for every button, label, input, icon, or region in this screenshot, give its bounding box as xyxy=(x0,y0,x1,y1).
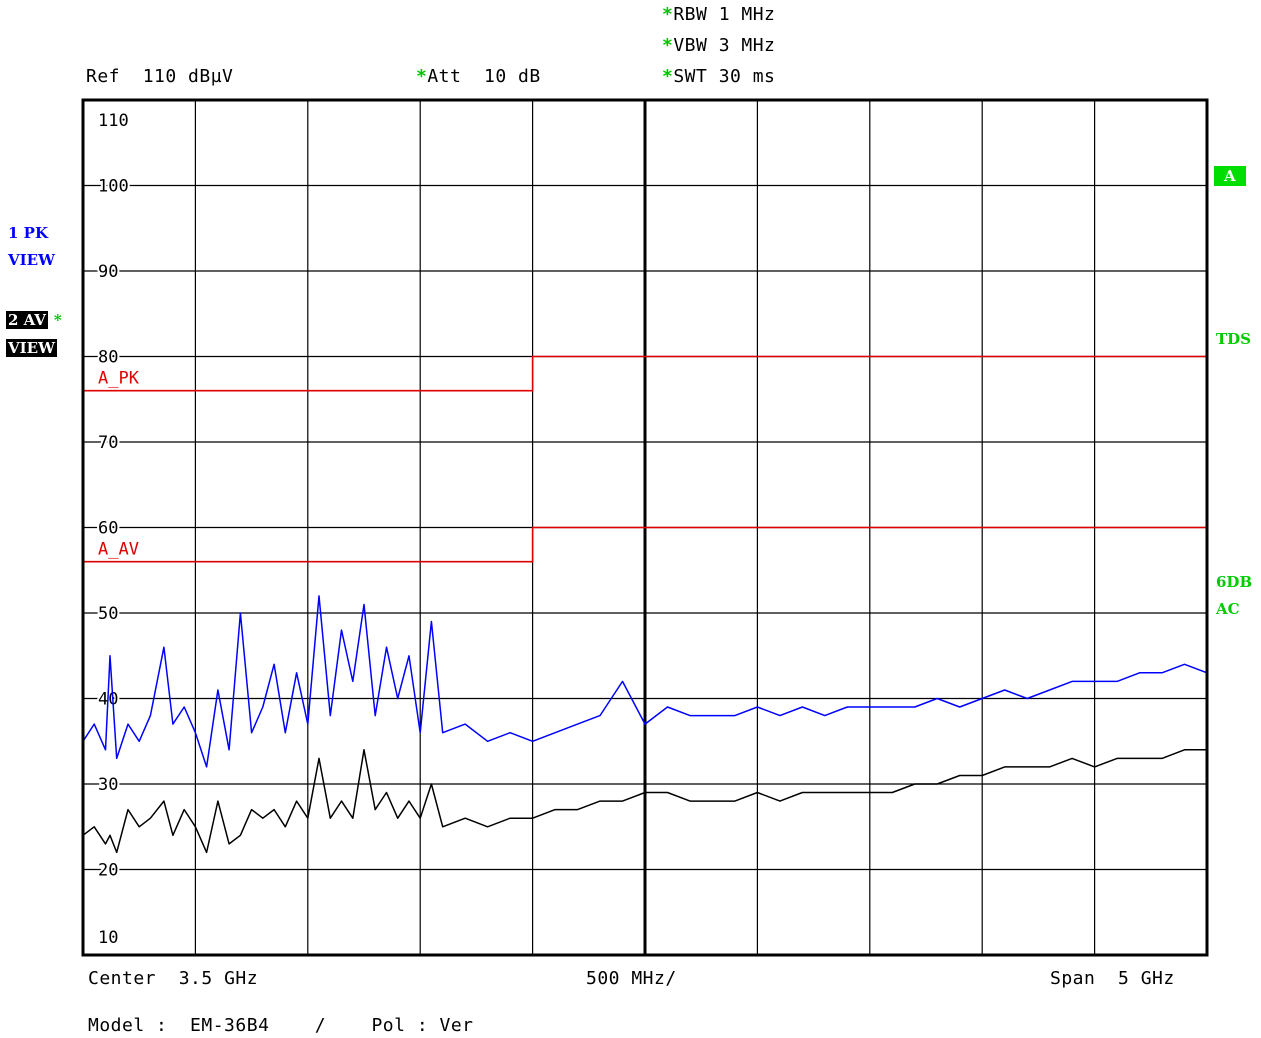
y-tick-label: 10 xyxy=(98,928,118,948)
model-label: Model : xyxy=(88,1015,168,1036)
attenuation: *Att 10 dB xyxy=(416,66,541,87)
vbw-value: 3 MHz xyxy=(718,35,776,56)
trace2-mode: VIEW xyxy=(6,339,57,357)
rbw-value: 1 MHz xyxy=(718,4,776,25)
span-label: Span xyxy=(1050,968,1096,989)
model-info: Model : EM-36B4 / Pol : Ver xyxy=(88,1015,474,1036)
per-division: 500 MHz/ xyxy=(586,968,677,989)
series-line xyxy=(82,595,1208,768)
center-frequency: Center 3.5 GHz xyxy=(88,968,258,989)
limit-badge: A xyxy=(1214,166,1246,186)
limit-badge-text: A xyxy=(1214,166,1246,186)
att-label: Att xyxy=(427,66,462,87)
trace2-indicator: 2 AV * xyxy=(6,311,62,329)
span: Span 5 GHz xyxy=(1050,968,1175,989)
y-tick-label: 90 xyxy=(98,262,118,282)
polarization: Pol : Ver xyxy=(371,1015,474,1036)
plot-frame xyxy=(81,98,1209,957)
y-tick-label: 80 xyxy=(98,348,118,368)
rbw-label: RBW xyxy=(673,4,708,25)
y-tick-label: 100 xyxy=(98,177,129,197)
att-star: * xyxy=(416,66,428,87)
limit-line-label: A_AV xyxy=(98,540,139,560)
y-tick-label: 20 xyxy=(98,861,118,881)
swt-setting: *SWT 30 ms xyxy=(662,66,775,87)
limit-line xyxy=(83,526,1207,563)
trace2-label: 2 AV xyxy=(6,311,48,329)
trace2-star: * xyxy=(53,311,62,329)
y-tick-label: 30 xyxy=(98,775,118,795)
swt-star: * xyxy=(662,66,674,87)
trace2-mode-wrap: VIEW xyxy=(6,339,57,357)
span-value: 5 GHz xyxy=(1118,968,1175,989)
traces xyxy=(82,595,1208,854)
center-label: Center xyxy=(88,968,157,989)
limit-line-label: A_PK xyxy=(98,369,140,389)
rbw-setting: *RBW 1 MHz xyxy=(662,4,775,25)
model-separator: / xyxy=(314,1015,327,1036)
swt-label: SWT xyxy=(673,66,708,87)
swt-value: 30 ms xyxy=(718,66,776,87)
trace1-label: 1 PK xyxy=(8,224,48,242)
series-line xyxy=(82,749,1207,854)
rbw-star: * xyxy=(662,4,674,25)
center-value: 3.5 GHz xyxy=(178,968,259,989)
tds-label: TDS xyxy=(1216,330,1252,348)
vbw-star: * xyxy=(662,35,674,56)
ref-value: 110 dBµV xyxy=(142,66,234,87)
vbw-setting: *VBW 3 MHz xyxy=(662,35,775,56)
limit-lines: A_PK A_AV xyxy=(83,355,1207,563)
sixdb-label: 6DB xyxy=(1216,573,1253,591)
ref-label: Ref xyxy=(86,66,121,87)
trace1-mode: VIEW xyxy=(8,251,55,269)
att-value: 10 dB xyxy=(484,66,541,87)
model-value: EM-36B4 xyxy=(190,1015,270,1036)
y-tick-label: 60 xyxy=(98,519,118,539)
limit-line xyxy=(83,355,1207,392)
ac-label: AC xyxy=(1216,600,1240,618)
y-tick-label: 70 xyxy=(98,433,118,453)
ref-level: Ref 110 dBµV xyxy=(86,66,233,87)
y-tick-label: 110 xyxy=(98,111,129,131)
y-tick-label: 50 xyxy=(98,604,118,624)
grid xyxy=(83,100,1207,955)
vbw-label: VBW xyxy=(673,35,708,56)
